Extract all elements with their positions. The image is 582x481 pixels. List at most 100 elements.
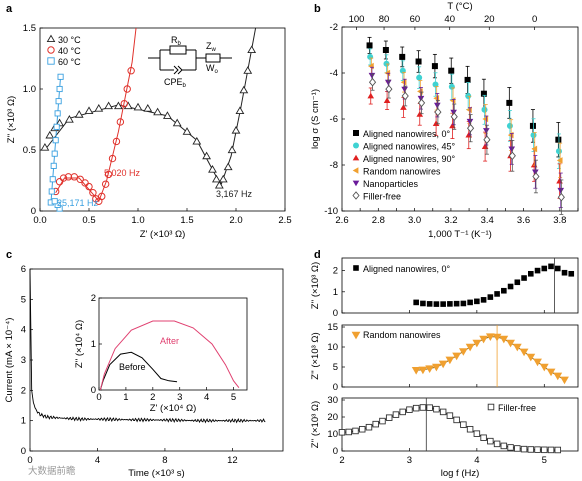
data-point-d <box>452 352 462 361</box>
watermark: 大数据前瞻 <box>28 465 76 477</box>
data-point-d <box>548 263 554 270</box>
data-point-d <box>561 269 568 276</box>
data-point-a <box>57 73 64 80</box>
data-point-d <box>521 275 527 281</box>
data-point-d <box>472 339 482 348</box>
circuit-resistor <box>169 45 187 55</box>
data-point-b <box>507 131 514 139</box>
y-tick-label-c: 4 <box>21 325 26 336</box>
data-point-d <box>494 291 500 297</box>
data-point-a <box>208 164 217 173</box>
top-x-tick-label-b: 20 <box>484 14 495 25</box>
data-point-d <box>412 404 420 412</box>
data-point-d <box>418 366 428 375</box>
data-point-b <box>450 112 458 122</box>
data-point-a <box>101 180 110 188</box>
y-tick-label-d: 1 <box>333 287 338 298</box>
legend-label-b: Nanoparticles <box>363 179 419 189</box>
data-point-d <box>419 404 427 411</box>
data-point-d <box>526 353 536 362</box>
x-tick-label-a: 1.5 <box>180 215 193 226</box>
y-tick-label-b: -10 <box>324 206 338 217</box>
data-point-a <box>64 173 73 181</box>
data-point-b <box>532 169 539 176</box>
data-point-a <box>49 176 56 183</box>
data-point-d <box>479 335 488 344</box>
data-point-a <box>211 174 221 183</box>
data-point-b <box>508 146 516 153</box>
data-point-b <box>434 102 441 109</box>
x-tick-label-b: 3.8 <box>553 215 566 226</box>
inset-label-before: Before <box>119 362 146 372</box>
data-point-d <box>458 348 468 356</box>
panel-label-a: a <box>6 3 13 15</box>
data-point-a <box>227 145 237 154</box>
circuit-label-zw: Zw <box>206 41 217 53</box>
inset-line-c <box>99 351 178 391</box>
data-point-d <box>345 428 352 436</box>
data-point-b <box>556 177 563 184</box>
data-point-d <box>512 343 522 352</box>
data-point-a <box>127 67 135 75</box>
data-point-a <box>55 178 64 186</box>
panel-label-b: b <box>314 3 321 15</box>
fit-line-d <box>416 336 565 381</box>
data-point-d <box>425 365 435 373</box>
data-point-a <box>182 127 192 135</box>
data-point-d <box>480 297 487 303</box>
y-tick-label-a: 0 <box>31 206 36 217</box>
data-point-a <box>247 45 257 54</box>
y-tick-label-a: 1.5 <box>23 23 36 34</box>
data-point-d <box>365 423 373 431</box>
data-point-a <box>231 125 241 134</box>
data-point-a <box>104 101 114 110</box>
x-tick-label-c: 12 <box>227 455 238 466</box>
data-point-a <box>104 170 113 179</box>
x-tick-label-d: 3 <box>407 455 412 466</box>
x-axis-label-c: Time (×10³ s) <box>128 468 184 479</box>
legend-label-b: Aligned nanowires, 45° <box>363 142 456 152</box>
inset-x-axis-label-c: Z' (×10⁴ Ω) <box>150 403 197 414</box>
data-point-d <box>467 299 473 306</box>
data-point-d <box>568 270 575 277</box>
data-point-b <box>530 161 538 168</box>
data-point-b <box>449 97 456 104</box>
x-tick-label-c: 0 <box>27 455 32 466</box>
data-point-b <box>399 53 406 60</box>
plot-area-c <box>29 268 284 452</box>
data-point-a <box>89 189 97 197</box>
data-point-b <box>448 67 455 74</box>
data-point-d <box>440 301 446 307</box>
inset-y-tick-label-c: 2 <box>91 293 96 304</box>
top-x-tick-label-b: 40 <box>444 14 455 25</box>
circuit-label-zw-main: Z <box>206 41 212 51</box>
data-point-b <box>368 77 377 87</box>
top-x-tick-label-b: 100 <box>349 14 365 25</box>
data-point-a <box>153 107 163 116</box>
y-axis-label-d: Z'' (×10³ Ω) <box>310 401 321 448</box>
data-point-b <box>506 122 513 129</box>
x-tick-label-a: 2.5 <box>278 215 291 226</box>
data-point-b <box>483 128 490 134</box>
panel-label-d: d <box>314 249 321 261</box>
data-point-b <box>532 172 540 181</box>
data-point-a <box>218 174 228 183</box>
x-tick-label-d: 2 <box>339 455 344 466</box>
data-point-d <box>514 445 521 452</box>
data-point-d <box>426 301 433 307</box>
x-tick-label-d: 5 <box>542 455 547 466</box>
legend-label-b: Random nanowires <box>363 167 441 177</box>
data-point-d <box>465 343 475 352</box>
data-point-b <box>557 187 565 194</box>
data-point-b <box>367 53 374 60</box>
inset-x-tick-label-c: 3 <box>177 392 182 403</box>
data-point-a <box>74 110 84 118</box>
data-point-b <box>367 92 375 99</box>
data-point-d <box>338 429 346 436</box>
circuit-label-zw-sub: w <box>211 47 217 53</box>
data-point-d <box>433 405 440 413</box>
data-point-b <box>508 151 516 161</box>
data-point-b <box>385 84 393 94</box>
legend-marker-a <box>47 57 55 65</box>
top-x-axis-label-b: T (°C) <box>447 1 472 12</box>
